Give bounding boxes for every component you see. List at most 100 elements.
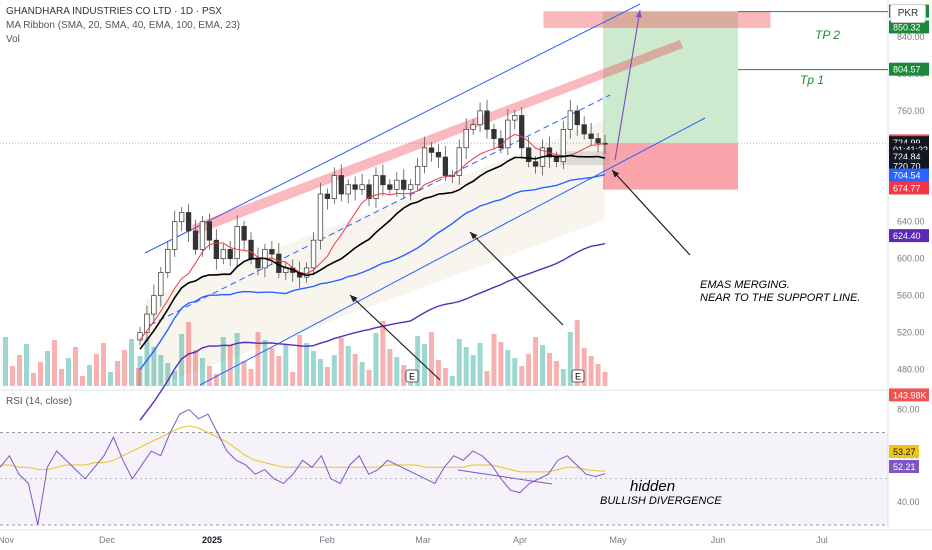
candle-body <box>581 124 587 135</box>
candle-body <box>567 110 573 130</box>
candle-body <box>519 115 525 149</box>
candle-body <box>255 258 261 269</box>
rsi-line <box>0 408 606 526</box>
price-tick-label: 520.00 <box>897 328 925 338</box>
price-badge-label: 143.98K <box>893 390 927 400</box>
time-tick-label: 2025 <box>202 535 222 545</box>
volume-bar <box>108 372 113 386</box>
candle-body <box>310 239 317 269</box>
rsi-value-badge <box>889 460 919 473</box>
candle-body <box>359 184 365 190</box>
volume-bar <box>193 350 199 386</box>
stop-zone <box>603 143 738 190</box>
volume-bar <box>553 361 559 386</box>
volume-bar <box>227 345 233 386</box>
volume-bar <box>512 358 518 386</box>
divergence-line <box>457 469 553 485</box>
time-tick-label: Feb <box>319 535 335 545</box>
candle-body <box>338 175 344 195</box>
volume-bar <box>80 376 85 386</box>
candle-body <box>442 156 449 176</box>
resistance-band <box>192 40 683 235</box>
candle-body <box>331 175 337 199</box>
volume-bar <box>574 320 580 386</box>
volume-bar <box>101 343 106 386</box>
volume-bar <box>595 364 601 386</box>
volume-bar <box>137 356 143 386</box>
volume-bar <box>324 367 330 386</box>
arrow-support-2 <box>469 231 564 326</box>
volume-bar <box>66 358 71 386</box>
currency-selector[interactable]: PKR <box>890 4 926 23</box>
volume-bar <box>262 340 268 386</box>
candle-body <box>414 165 421 186</box>
earnings-marker-label: E <box>575 372 581 382</box>
price-badge-label: 850.32 <box>893 22 921 32</box>
candle-body <box>484 110 490 130</box>
candle-body <box>421 147 428 167</box>
volume-bar <box>373 333 379 386</box>
volume-bar <box>602 372 608 386</box>
channel-lower-line <box>199 117 706 386</box>
channel-mid-line <box>149 94 611 326</box>
time-tick-label: Nov <box>0 535 14 545</box>
candle-body <box>269 249 275 255</box>
volume-bar <box>311 351 317 386</box>
rsi-band <box>0 432 888 525</box>
candle-body <box>470 124 476 130</box>
candle-body <box>477 110 483 126</box>
candle-body <box>206 221 213 241</box>
candle-body <box>588 133 594 139</box>
price-badge-label: 624.40 <box>893 231 921 241</box>
price-tick-label: 640.00 <box>897 217 925 227</box>
arrow-target-head <box>635 10 642 18</box>
volume-bar <box>234 333 240 386</box>
candle-body <box>144 313 150 333</box>
volume-bar <box>276 356 282 386</box>
volume-bar <box>567 332 573 386</box>
candle-body <box>366 184 372 199</box>
candle-body <box>435 152 442 158</box>
volume-bar <box>122 350 127 386</box>
candle-body <box>373 175 379 199</box>
volume-bar <box>45 351 50 386</box>
volume-bar <box>331 355 337 386</box>
price-badge-label: 720.70 <box>893 161 921 171</box>
candle-body <box>137 332 143 341</box>
ema-100-line <box>139 242 606 421</box>
volume-bar <box>255 332 261 386</box>
chart-title: GHANDHARA INDUSTRIES CO LTD · 1D · PSX <box>6 6 222 17</box>
rsi-tick-label: 40.00 <box>897 497 920 507</box>
volume-bar <box>540 345 546 386</box>
volume-bar <box>491 334 497 386</box>
volume-bar <box>24 344 29 386</box>
candle-body <box>553 156 560 163</box>
volume-bar <box>401 365 407 386</box>
candle-body <box>428 147 435 153</box>
volume-bar <box>59 369 64 386</box>
volume-bar <box>17 355 22 386</box>
price-tick-label: 840.00 <box>897 32 925 42</box>
volume-bar <box>297 335 303 386</box>
volume-bar <box>158 355 164 386</box>
price-tick-label: 760.00 <box>897 106 925 116</box>
price-badge <box>889 20 929 34</box>
emas-merging-note: EMAS MERGING. <box>700 279 790 291</box>
volume-bar <box>10 366 15 386</box>
volume-bar <box>345 346 351 386</box>
volume-bar <box>560 369 566 386</box>
volume-bar <box>526 354 532 386</box>
volume-bar <box>248 369 254 386</box>
candle-body <box>408 184 414 190</box>
price-badge-label: 724.84 <box>893 152 921 162</box>
candle-body <box>574 110 580 126</box>
candle-body <box>505 119 511 149</box>
arrow-support-1-head <box>350 295 358 303</box>
candle-body <box>491 128 497 139</box>
price-badge <box>889 62 929 76</box>
channel-upper-line <box>144 3 641 254</box>
volume-bar <box>498 342 504 386</box>
volume-bar <box>165 363 171 386</box>
